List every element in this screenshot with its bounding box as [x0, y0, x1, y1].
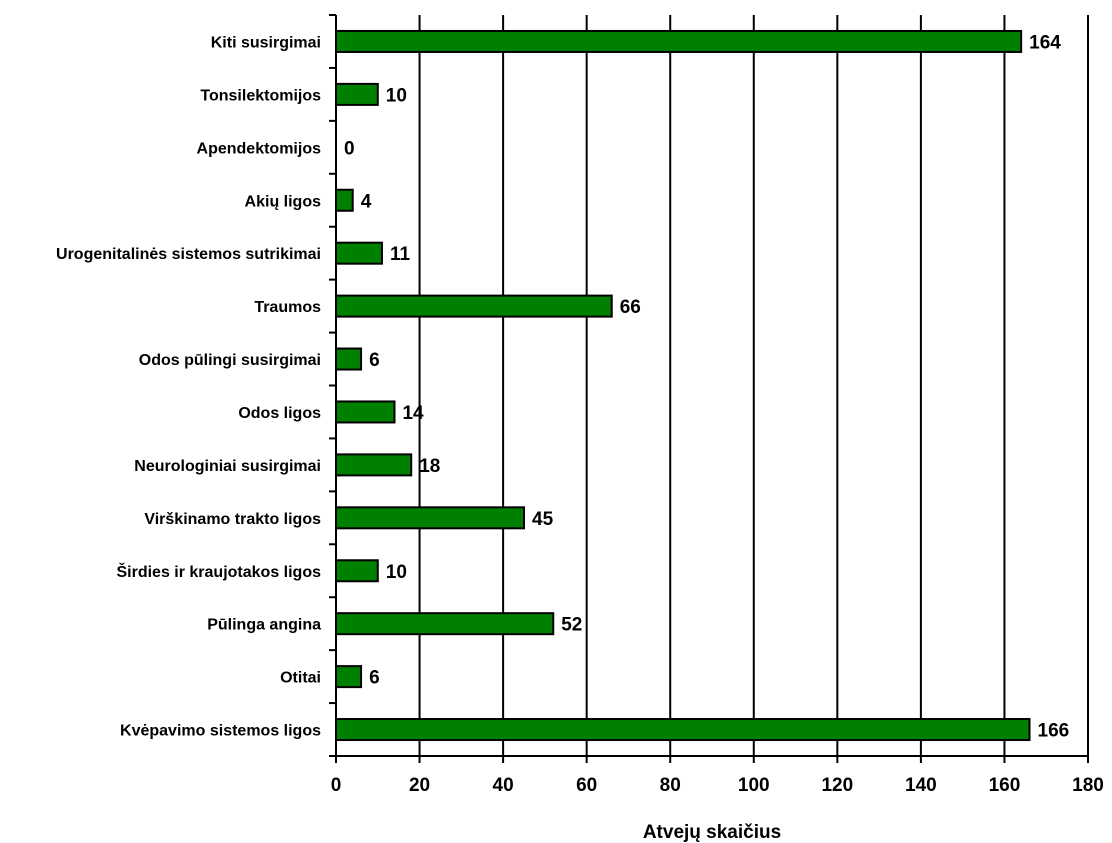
bar	[335, 400, 396, 424]
category-label: Širdies ir kraujotakos ligos	[116, 562, 321, 581]
category-label: Traumos	[254, 299, 321, 316]
x-tick-label: 20	[409, 775, 430, 796]
category-label: Urogenitalinės sistemos sutrikimai	[56, 246, 321, 263]
data-label: 45	[532, 509, 554, 530]
data-label: 14	[402, 403, 424, 424]
category-label: Tonsilektomijos	[200, 87, 321, 104]
data-label: 10	[386, 562, 407, 583]
data-label: 11	[390, 244, 411, 265]
category-label: Kiti susirgimai	[211, 34, 321, 51]
data-label: 10	[386, 85, 407, 106]
data-label: 4	[361, 191, 372, 212]
grid-lines	[335, 15, 1089, 756]
data-label: 66	[620, 297, 641, 318]
category-label: Odos pūlingi susirgimai	[139, 352, 321, 369]
category-label: Otitai	[280, 670, 321, 687]
category-label: Neurologiniai susirgimai	[134, 458, 321, 475]
data-label: 18	[419, 456, 440, 477]
x-tick-label: 140	[905, 775, 937, 796]
bar	[335, 612, 555, 636]
data-label: 166	[1038, 721, 1070, 742]
data-label: 6	[369, 350, 380, 371]
x-tick-label: 60	[576, 775, 597, 796]
bar	[335, 453, 413, 477]
bar	[335, 29, 1023, 53]
bar	[335, 559, 379, 583]
x-tick-label: 120	[821, 775, 853, 796]
axes	[329, 14, 1089, 763]
x-axis-title: Atvejų skaičius	[643, 822, 781, 843]
data-label: 164	[1029, 32, 1061, 53]
bar	[335, 188, 354, 212]
data-label: 52	[561, 615, 582, 636]
category-label: Odos ligos	[238, 405, 321, 422]
category-label: Apendektomijos	[197, 140, 322, 157]
data-label: 6	[369, 668, 380, 689]
x-tick-label: 0	[331, 775, 342, 796]
x-tick-label: 100	[738, 775, 770, 796]
data-label: 0	[344, 138, 355, 159]
bar	[335, 347, 363, 371]
x-tick-label: 180	[1072, 775, 1104, 796]
x-tick-label: 40	[493, 775, 514, 796]
bars	[335, 29, 1031, 742]
bar	[335, 506, 525, 530]
x-tick-label: 80	[660, 775, 681, 796]
category-label: Akių ligos	[245, 193, 322, 210]
bar	[335, 665, 363, 689]
bar	[335, 241, 383, 265]
bar	[335, 294, 613, 318]
x-tick-label: 160	[989, 775, 1021, 796]
bar	[335, 718, 1031, 742]
category-label: Kvėpavimo sistemos ligos	[120, 723, 321, 740]
bar	[335, 82, 379, 106]
category-label: Pūlinga angina	[207, 617, 321, 634]
category-label: Virškinamo trakto ligos	[144, 511, 321, 528]
